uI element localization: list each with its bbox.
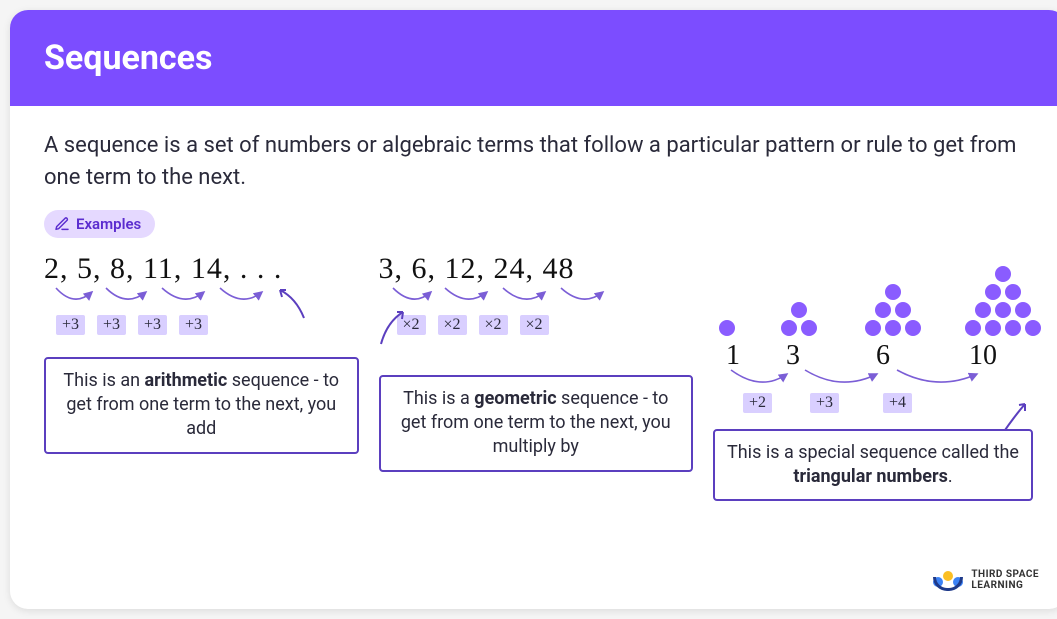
desc-text: . (948, 466, 953, 487)
brand-line2: LEARNING (971, 580, 1039, 591)
brand-line1: THIRD SPACE (971, 569, 1039, 580)
arithmetic-example: 2, 5, 8, 11, 14, . . . +3 +3 +3 +3 (44, 252, 359, 454)
dot (719, 320, 735, 336)
logo-icon (933, 569, 963, 591)
dot (801, 320, 817, 336)
arithmetic-description-box: This is an arithmetic sequence - to get … (44, 357, 359, 454)
hop-arrows (713, 368, 1033, 394)
op-chip: +3 (97, 315, 126, 335)
desc-text: This is a (403, 388, 474, 409)
card: Sequences A sequence is a set of numbers… (10, 10, 1057, 609)
brand-text: THIRD SPACE LEARNING (971, 569, 1039, 591)
callout-arrow-icon (373, 308, 413, 348)
op-chip: +3 (56, 315, 85, 335)
triangular-ops: +2 +3 +4 (713, 392, 1033, 413)
dot (995, 302, 1011, 318)
geometric-arrows (379, 284, 694, 312)
op-chip: +3 (810, 393, 839, 413)
examples-columns: 2, 5, 8, 11, 14, . . . +3 +3 +3 +3 (44, 252, 1033, 502)
examples-pill: Examples (44, 210, 155, 238)
dot (1005, 320, 1021, 336)
arithmetic-terms: 2, 5, 8, 11, 14, . . . (44, 252, 359, 286)
op-chip: +3 (138, 315, 167, 335)
dot (975, 302, 991, 318)
dot (985, 320, 1001, 336)
dot (1015, 302, 1031, 318)
dot (995, 266, 1011, 282)
op-chip: +2 (743, 393, 772, 413)
op-chip: ×2 (438, 315, 467, 335)
hop-arrows (379, 284, 639, 312)
brand-logo: THIRD SPACE LEARNING (933, 569, 1039, 591)
geometric-example: 3, 6, 12, 24, 48 ×2 ×2 ×2 ×2 (379, 252, 694, 472)
callout-arrow-icon (274, 284, 314, 324)
dot (885, 284, 901, 300)
page-title: Sequences (44, 38, 212, 78)
desc-text: This is a special sequence called the (727, 442, 1019, 463)
dot (885, 320, 901, 336)
desc-text: This is an (63, 370, 144, 391)
content: A sequence is a set of numbers or algebr… (10, 106, 1057, 521)
desc-bold: arithmetic (145, 370, 228, 391)
dot (1025, 320, 1041, 336)
triangular-example: 1 3 6 10 +2 +3 +4 (713, 252, 1033, 502)
op-chip: ×2 (479, 315, 508, 335)
header: Sequences (10, 10, 1057, 106)
dot (1005, 284, 1021, 300)
dot (895, 302, 911, 318)
intro-text: A sequence is a set of numbers or algebr… (44, 130, 1033, 194)
triangular-arrows (713, 368, 1033, 392)
op-chip: +3 (179, 315, 208, 335)
desc-bold: triangular numbers (793, 466, 947, 487)
dot (875, 302, 891, 318)
dot (965, 320, 981, 336)
dot (865, 320, 881, 336)
pencil-icon (54, 216, 70, 232)
desc-bold: geometric (474, 388, 556, 409)
dot (905, 320, 921, 336)
dot (781, 320, 797, 336)
examples-label: Examples (76, 215, 141, 233)
geometric-terms: 3, 6, 12, 24, 48 (379, 252, 694, 286)
geometric-ops: ×2 ×2 ×2 ×2 (379, 314, 694, 335)
triangular-description-box: This is a special sequence called the tr… (713, 429, 1033, 502)
op-chip: +4 (883, 393, 912, 413)
op-chip: ×2 (520, 315, 549, 335)
geometric-description-box: This is a geometric sequence - to get fr… (379, 375, 694, 472)
dot (791, 302, 807, 318)
hop-arrows (44, 284, 304, 312)
triangular-dots (713, 252, 1033, 340)
dot (985, 284, 1001, 300)
